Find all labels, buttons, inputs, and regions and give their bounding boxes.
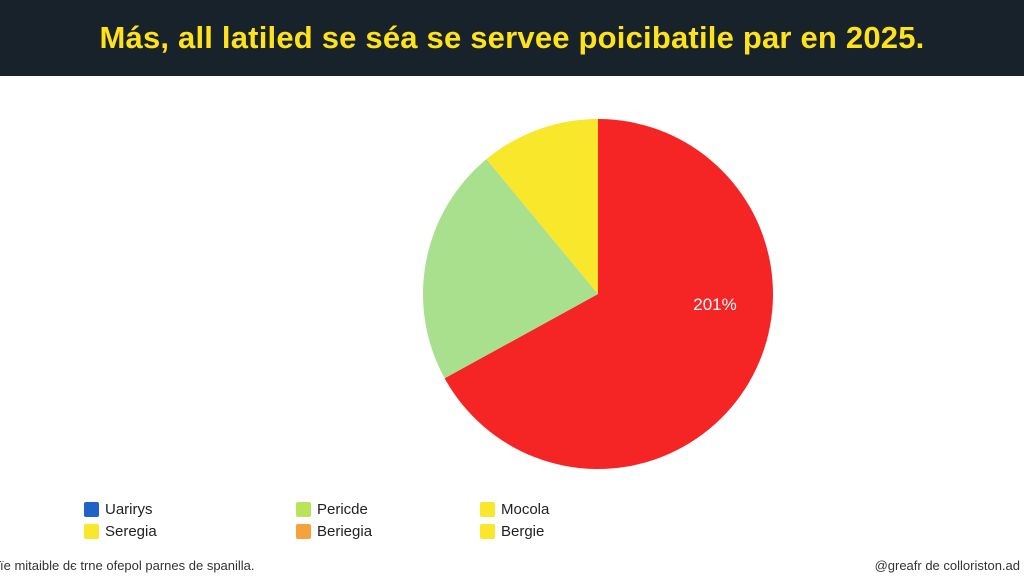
yellow-slice xyxy=(486,119,598,294)
legend-swatch xyxy=(84,501,99,517)
green-slice xyxy=(423,159,598,379)
legend-label: Mocola xyxy=(501,500,550,518)
legend-label: Seregia xyxy=(105,522,157,540)
red-slice xyxy=(444,119,773,469)
legend-swatch xyxy=(296,501,311,517)
legend-swatch xyxy=(296,523,311,539)
footer-caption: ïe mitaible dє trne ofepol parnes de spa… xyxy=(0,558,255,573)
legend-item: Beriegia xyxy=(296,521,372,541)
legend-label: Uarirys xyxy=(105,500,153,518)
legend-item: Bergie xyxy=(480,521,544,541)
legend-item: Seregia xyxy=(84,521,157,541)
legend-item: Uarirys xyxy=(84,499,153,519)
legend-swatch xyxy=(480,501,495,517)
chart-title: Más, all latiled se séa se servee poicib… xyxy=(99,20,925,55)
legend-item: Mocola xyxy=(480,499,549,519)
pie-chart: 201% xyxy=(423,119,773,469)
legend-label: Pericde xyxy=(317,500,368,518)
slice-data-label: 201% xyxy=(693,295,736,314)
legend-label: Beriegia xyxy=(317,522,373,540)
header-bar: Más, all latiled se séa se servee poicib… xyxy=(0,0,1024,76)
legend-item: Pericde xyxy=(296,499,368,519)
legend: Uarirys Pericde Mocola Seregia Beriegia Bergi… xyxy=(84,499,604,543)
legend-label: Bergie xyxy=(501,522,545,540)
footer-credit: @greafr de colloriston.ad xyxy=(874,558,1020,573)
legend-swatch xyxy=(84,523,99,539)
legend-swatch xyxy=(480,523,495,539)
